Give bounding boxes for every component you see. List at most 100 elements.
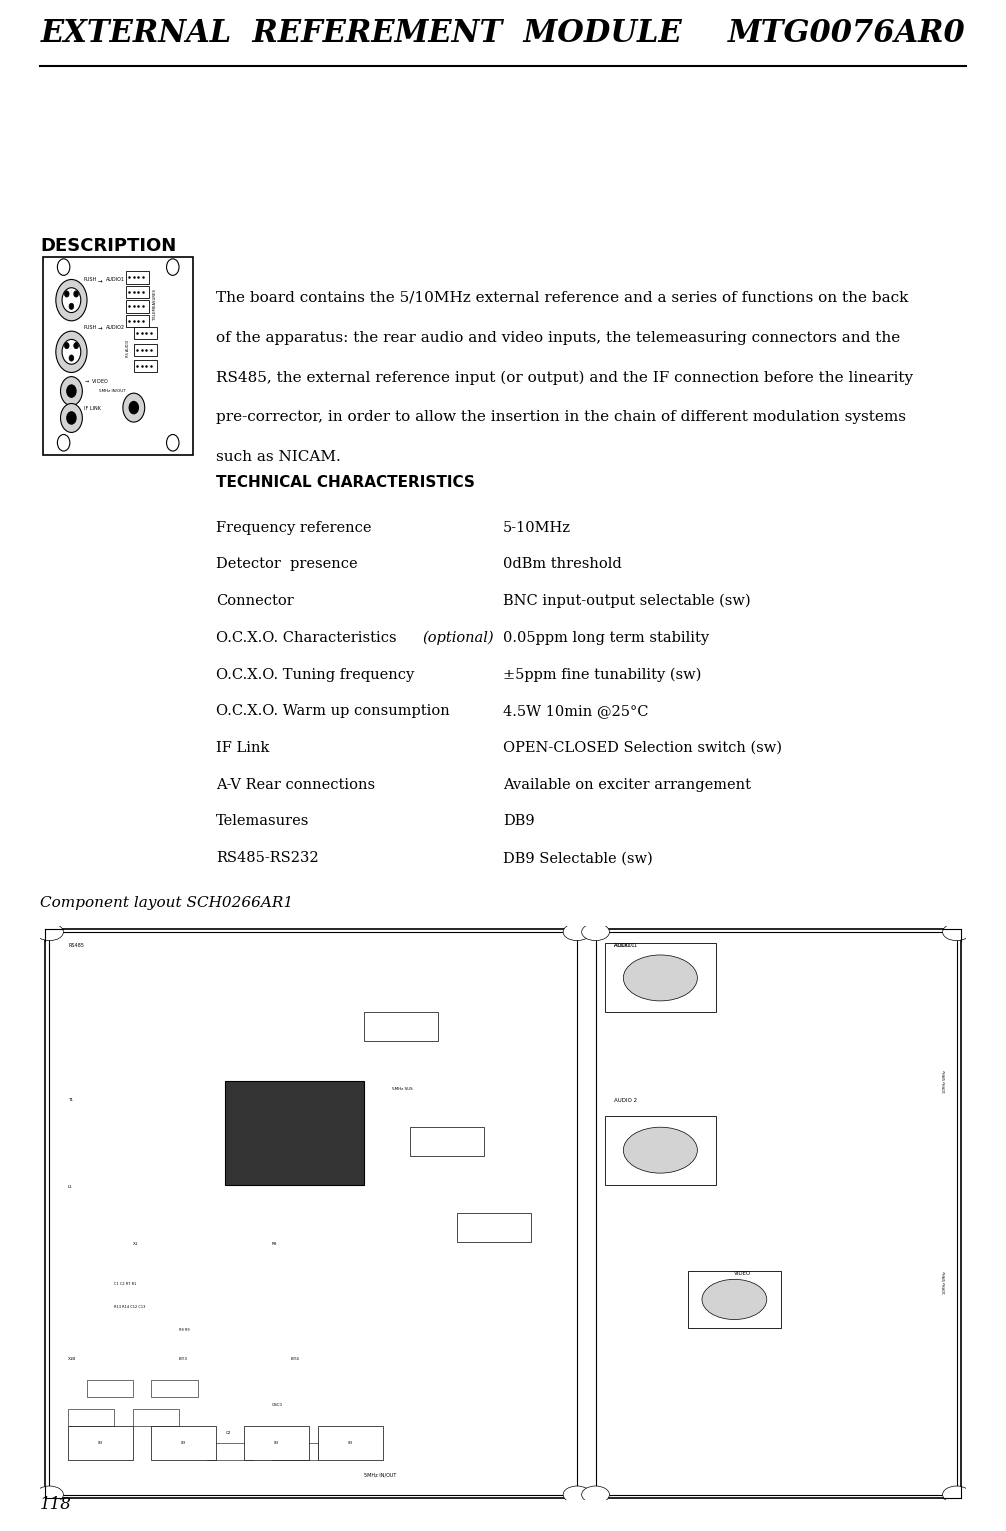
Text: OPEN-CLOSED Selection switch (sw): OPEN-CLOSED Selection switch (sw): [503, 741, 782, 755]
Circle shape: [69, 355, 73, 361]
Text: 118: 118: [40, 1496, 72, 1513]
Text: AUDIO1: AUDIO1: [106, 277, 125, 282]
Bar: [596, 932, 957, 1494]
Text: Detector  presence: Detector presence: [216, 557, 358, 571]
Text: EXTERNAL  REFEREMENT  MODULE: EXTERNAL REFEREMENT MODULE: [40, 18, 682, 49]
Text: X1: X1: [133, 1242, 138, 1246]
Bar: [688, 1271, 781, 1327]
Bar: [457, 1213, 531, 1242]
Circle shape: [62, 340, 80, 364]
Text: AUDIO2: AUDIO2: [106, 325, 125, 331]
Bar: [364, 1012, 439, 1041]
Text: IF Link: IF Link: [216, 741, 270, 755]
Text: TECHNICAL CHARACTERISTICS: TECHNICAL CHARACTERISTICS: [216, 475, 475, 490]
Text: BNC input-output selectable (sw): BNC input-output selectable (sw): [503, 594, 750, 608]
Bar: [49, 932, 577, 1494]
Bar: [134, 343, 157, 355]
Bar: [243, 1425, 309, 1461]
Circle shape: [55, 280, 87, 322]
Bar: [126, 271, 149, 283]
Circle shape: [581, 923, 610, 940]
Circle shape: [624, 955, 697, 1001]
Text: 5-10MHz: 5-10MHz: [503, 521, 571, 534]
Bar: [410, 1127, 485, 1156]
Text: 4.5W 10min @25°C: 4.5W 10min @25°C: [503, 704, 649, 718]
Text: TELEMEASURES: TELEMEASURES: [153, 289, 157, 320]
Bar: [134, 360, 157, 372]
Text: B-Y3: B-Y3: [179, 1356, 188, 1361]
Circle shape: [73, 291, 78, 297]
Text: The board contains the 5/10MHz external reference and a series of functions on t: The board contains the 5/10MHz external …: [216, 291, 908, 305]
Bar: [605, 1116, 716, 1185]
Text: pre-corrector, in order to allow the insertion in the chain of different modulat: pre-corrector, in order to allow the ins…: [216, 410, 906, 424]
Bar: [126, 286, 149, 299]
Text: IF LINK: IF LINK: [83, 406, 101, 410]
Bar: [225, 1081, 364, 1185]
Circle shape: [64, 343, 69, 349]
Bar: [318, 1425, 382, 1461]
Text: RS485: RS485: [68, 943, 83, 949]
Text: AUDIO 2: AUDIO 2: [614, 1099, 637, 1104]
Text: DB9: DB9: [274, 1441, 279, 1445]
Circle shape: [66, 384, 76, 397]
Circle shape: [943, 1487, 971, 1503]
Text: DB9: DB9: [181, 1441, 186, 1445]
Circle shape: [167, 259, 179, 276]
Text: DB9: DB9: [348, 1441, 353, 1445]
Text: DB9: DB9: [503, 814, 534, 828]
Text: X1B: X1B: [68, 1356, 76, 1361]
Text: RS AUDIO: RS AUDIO: [126, 340, 130, 357]
Bar: [134, 328, 157, 340]
Circle shape: [35, 923, 63, 940]
Text: AUDIO 1: AUDIO 1: [614, 943, 637, 949]
Text: 0.05ppm long term stability: 0.05ppm long term stability: [503, 631, 709, 645]
Text: R8 R9: R8 R9: [179, 1327, 190, 1332]
Circle shape: [167, 435, 179, 452]
Text: 5MHz IN/OUT: 5MHz IN/OUT: [364, 1473, 396, 1477]
Text: 10MHz 5MHz: 10MHz 5MHz: [944, 1271, 948, 1294]
Text: Connector: Connector: [216, 594, 294, 608]
Text: Available on exciter arrangement: Available on exciter arrangement: [503, 778, 751, 792]
Text: C1 C2 R7 R1: C1 C2 R7 R1: [115, 1283, 137, 1286]
Text: O.C.X.O. Warm up consumption: O.C.X.O. Warm up consumption: [216, 704, 450, 718]
Bar: [272, 1442, 318, 1461]
Bar: [87, 1379, 133, 1396]
Text: such as NICAM.: such as NICAM.: [216, 450, 341, 464]
Circle shape: [563, 1487, 591, 1503]
Circle shape: [66, 412, 76, 424]
Bar: [68, 1409, 115, 1425]
Circle shape: [581, 1487, 610, 1503]
Text: L1: L1: [68, 1185, 72, 1188]
Text: A-V Rear connections: A-V Rear connections: [216, 778, 375, 792]
Bar: [126, 315, 149, 328]
Bar: [133, 1409, 179, 1425]
Circle shape: [702, 1280, 767, 1320]
Bar: [126, 300, 149, 312]
Circle shape: [123, 393, 145, 423]
Text: T1: T1: [68, 1099, 73, 1102]
Circle shape: [55, 331, 87, 372]
Circle shape: [563, 923, 591, 940]
Circle shape: [943, 923, 971, 940]
Text: DESCRIPTION: DESCRIPTION: [40, 237, 176, 256]
Text: R13 R14 C12 C13: R13 R14 C12 C13: [115, 1304, 146, 1309]
Text: (optional): (optional): [423, 631, 494, 645]
Text: 5MHz SUS: 5MHz SUS: [392, 1087, 412, 1092]
Bar: [605, 943, 716, 1012]
Text: O.C.X.O. Tuning frequency: O.C.X.O. Tuning frequency: [216, 668, 414, 681]
Text: $\rightarrow$: $\rightarrow$: [97, 325, 104, 332]
Text: $\rightarrow$ VIDEO: $\rightarrow$ VIDEO: [83, 377, 109, 384]
Circle shape: [60, 404, 82, 432]
Text: PUSH: PUSH: [83, 277, 98, 282]
Text: DB9: DB9: [98, 1441, 103, 1445]
Circle shape: [624, 1127, 697, 1173]
Text: Telemasures: Telemasures: [216, 814, 310, 828]
Text: Component layout SCH0266AR1: Component layout SCH0266AR1: [40, 896, 294, 909]
Bar: [151, 1425, 216, 1461]
Bar: [151, 1379, 197, 1396]
Text: RS485, the external reference input (or output) and the IF connection before the: RS485, the external reference input (or …: [216, 371, 913, 384]
Circle shape: [69, 303, 73, 309]
Text: RS485-RS232: RS485-RS232: [216, 851, 319, 865]
Circle shape: [57, 435, 69, 452]
Bar: [207, 1442, 254, 1461]
